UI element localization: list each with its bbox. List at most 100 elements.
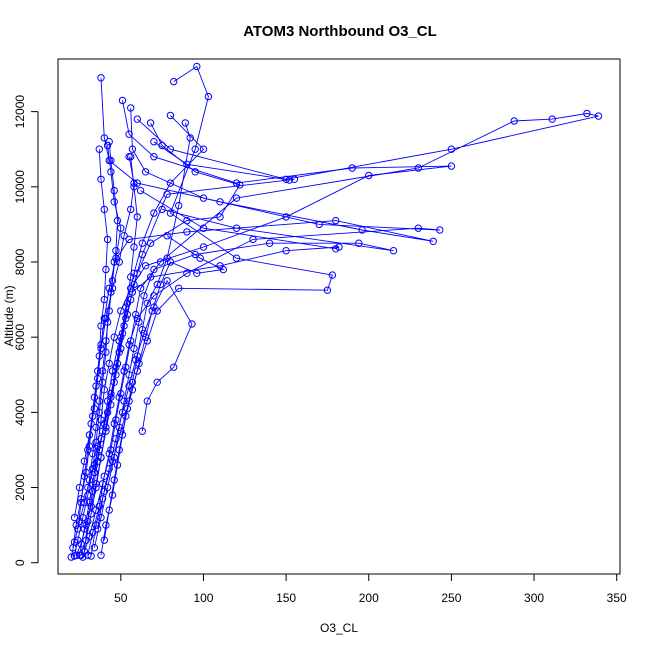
data-point [166, 111, 175, 120]
data-point [105, 506, 113, 514]
data-point [100, 419, 109, 428]
data-point [199, 243, 208, 251]
data-point [175, 201, 183, 210]
x-tick-label: 300 [524, 591, 544, 605]
data-point [107, 156, 115, 165]
data-point [193, 62, 201, 71]
data-point [328, 271, 337, 279]
data-point [138, 326, 147, 334]
data-point [107, 446, 115, 454]
data-point [199, 145, 208, 153]
data-point [97, 322, 105, 330]
data-point [332, 216, 340, 225]
data-point [122, 303, 130, 311]
data-point [146, 273, 155, 281]
series-group [70, 153, 138, 522]
data-point [87, 510, 95, 518]
data-point [117, 307, 125, 315]
data-point [102, 314, 110, 323]
data-point [85, 476, 94, 484]
series-line [97, 279, 193, 529]
data-point [414, 164, 422, 172]
data-point [90, 544, 99, 552]
y-axis: 0 2000 4000 6000 8000 10000 12000 [13, 95, 39, 566]
data-point [414, 224, 422, 232]
data-point [163, 232, 171, 240]
x-axis-label: O3_CL [320, 621, 358, 635]
data-point [447, 162, 456, 170]
data-point [97, 74, 105, 82]
data-point [150, 138, 158, 146]
data-point [105, 465, 113, 473]
data-point [108, 277, 117, 285]
y-tick-label: 8000 [13, 248, 27, 275]
data-point [117, 333, 125, 341]
data-point [90, 404, 99, 413]
data-point [141, 168, 150, 176]
data-point [128, 145, 137, 153]
data-point [191, 145, 199, 153]
data-point [95, 145, 104, 153]
series-line [74, 156, 135, 518]
data-point [236, 181, 244, 189]
data-point [315, 220, 323, 229]
series-group [67, 138, 122, 561]
x-tick-label: 100 [193, 591, 213, 605]
data-point [389, 247, 398, 255]
data-point [87, 502, 95, 510]
data-point [191, 250, 199, 259]
data-point [282, 247, 290, 255]
y-tick-label: 0 [13, 559, 27, 566]
data-point [112, 435, 120, 443]
data-point [107, 168, 115, 176]
data-point [219, 265, 228, 274]
data-point [232, 194, 241, 202]
data-point [89, 528, 97, 537]
data-point [102, 348, 110, 356]
y-tick-label: 6000 [13, 324, 27, 351]
data-point [265, 239, 274, 247]
data-point [82, 536, 90, 544]
data-point [110, 198, 118, 206]
data-point [120, 232, 128, 240]
data-point [94, 525, 102, 533]
data-point [135, 318, 143, 326]
data-point [84, 483, 92, 492]
data-point [70, 513, 79, 522]
data-point [103, 235, 112, 244]
data-point [92, 438, 100, 447]
data-point [100, 536, 109, 544]
data-point [183, 269, 191, 277]
data-point [132, 310, 140, 319]
data-point [103, 483, 112, 492]
data-point [82, 521, 90, 529]
data-point [97, 513, 105, 522]
series-line [103, 235, 225, 541]
data-point [188, 320, 196, 328]
data-point [84, 446, 92, 454]
data-point [150, 303, 158, 311]
data-point [98, 367, 107, 375]
data-point [323, 286, 332, 294]
y-tick-label: 2000 [13, 474, 27, 501]
data-point [95, 397, 104, 405]
data-point [138, 239, 147, 247]
data-point [127, 153, 135, 161]
series-group [90, 111, 208, 477]
data-point [355, 239, 363, 247]
data-point [143, 299, 152, 307]
data-point [436, 226, 444, 234]
data-point [102, 265, 110, 274]
data-point [94, 442, 102, 450]
data-point [122, 363, 130, 371]
data-point [199, 224, 208, 232]
data-point [97, 551, 105, 559]
series-group [97, 119, 194, 559]
data-point [82, 468, 90, 477]
y-tick-label: 12000 [13, 95, 27, 129]
data-point [170, 363, 178, 371]
data-point [181, 119, 190, 127]
data-point [125, 235, 133, 244]
x-tick-label: 200 [359, 591, 379, 605]
